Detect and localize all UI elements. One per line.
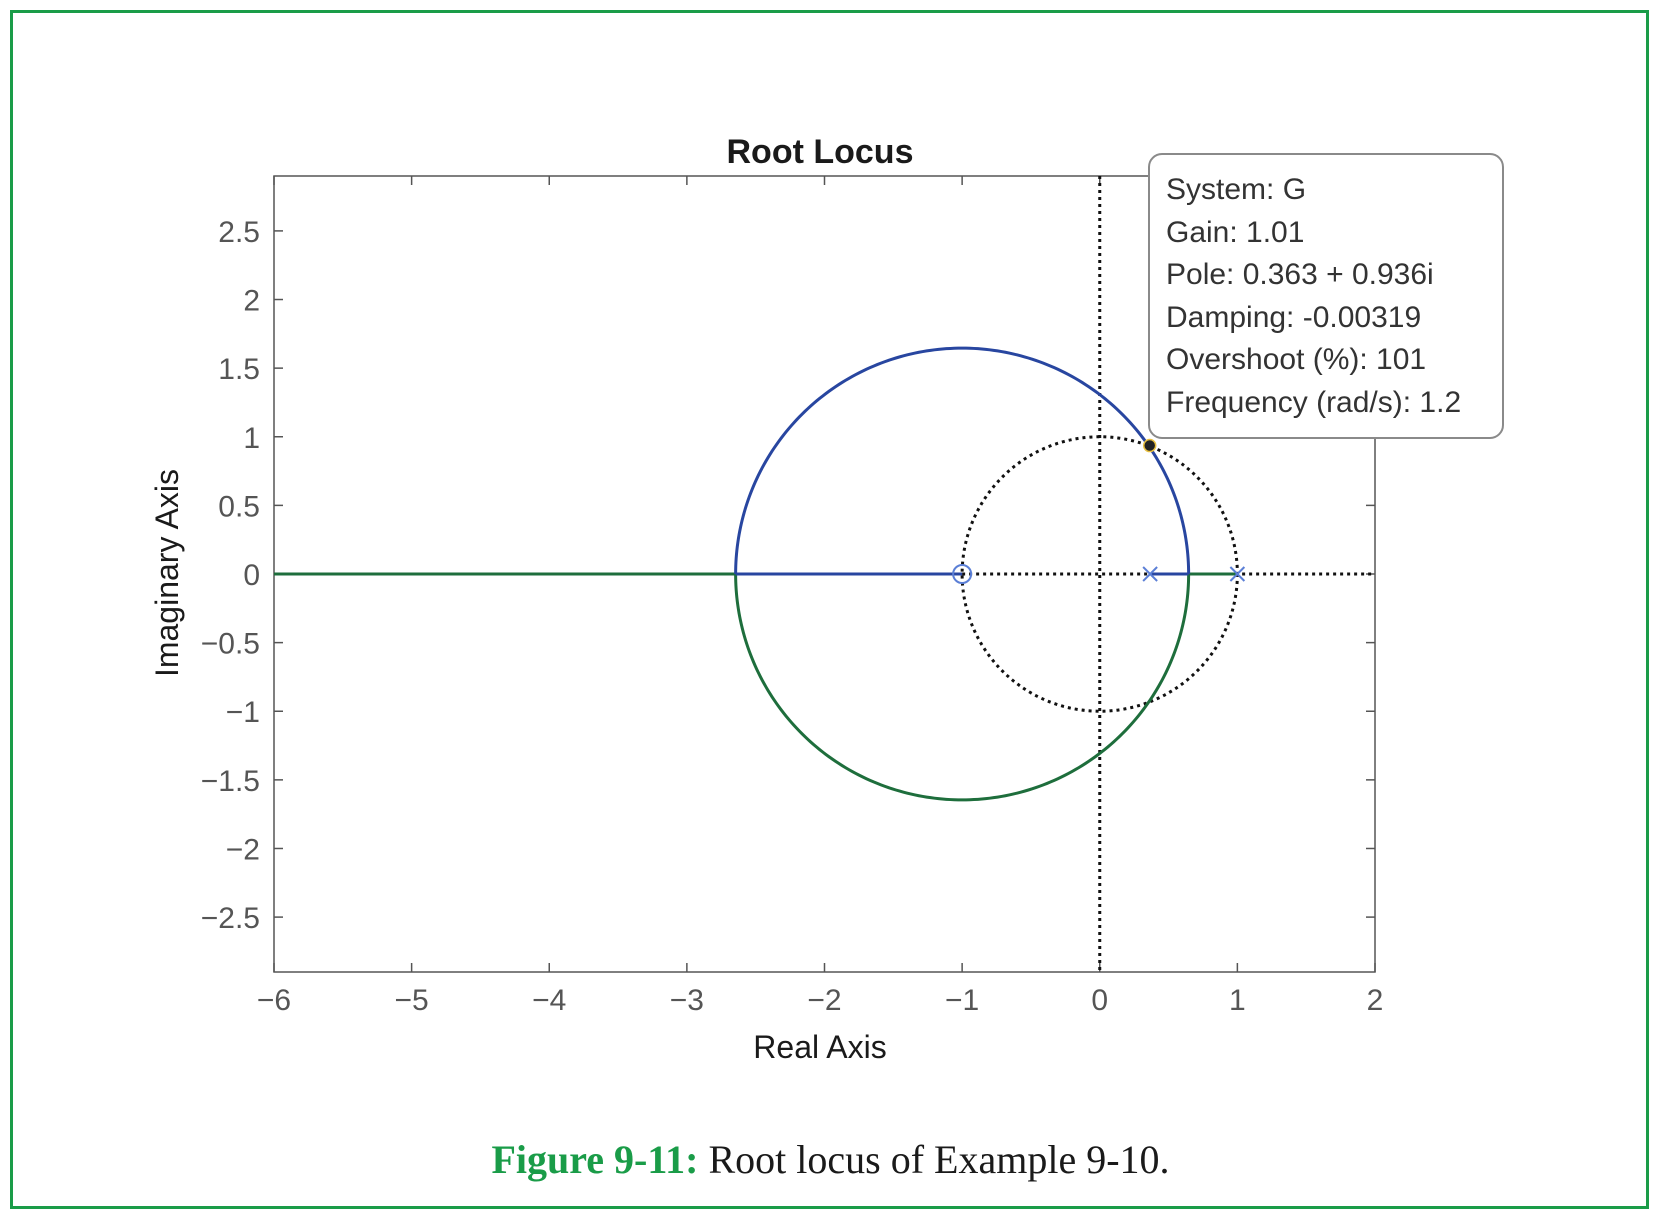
caption-label: Figure 9-11: [491,1137,699,1182]
x-tick-label: −6 [257,984,291,1017]
pole-marker [1229,566,1246,582]
datatip-frequency: Frequency (rad/s): 1.2 [1166,385,1462,419]
x-tick-label: −4 [532,984,566,1017]
x-tick-label: −5 [395,984,429,1017]
y-tick-label: −1 [226,696,260,729]
y-axis-label: Imaginary Axis [149,469,185,677]
x-tick-label: −3 [670,984,704,1017]
chart-title: Root Locus [727,133,914,171]
datatip-gain: Gain: 1.01 [1166,215,1305,249]
figure-caption: Figure 9-11: Root locus of Example 9-10. [0,1136,1661,1183]
y-tick-label: 2 [243,285,260,318]
x-axis-label: Real Axis [753,1029,886,1065]
y-tick-label: −2 [226,833,260,866]
x-tick-label: −1 [945,984,979,1017]
x-tick-label: 2 [1367,984,1384,1017]
datatip-box[interactable]: System: G Gain: 1.01 Pole: 0.363 + 0.936… [1148,153,1504,439]
y-tick-label: 1.5 [218,353,260,386]
locus-branch-lower-arc [734,573,1191,802]
y-tick-label: 0 [243,559,260,592]
x-tick-label: 1 [1229,984,1246,1017]
selected-datatip-point [1142,438,1157,453]
zero-marker [952,564,973,584]
datatip-system: System: G [1166,173,1307,206]
datatip-damping: Damping: -0.00319 [1166,300,1422,334]
y-tick-label: 1 [243,422,260,455]
locus-branch-upper-arc [734,346,1191,575]
datatip-overshoot: Overshoot (%): 101 [1166,343,1427,376]
x-tick-label: −2 [807,984,841,1017]
caption-text: Root locus of Example 9-10. [698,1137,1170,1182]
y-tick-label: 0.5 [218,490,260,523]
y-tick-label: −2.5 [201,902,260,935]
y-tick-label: −0.5 [201,628,260,661]
datatip-pole: Pole: 0.363 + 0.936i [1166,258,1434,291]
y-tick-label: 2.5 [218,216,260,249]
pole-marker [1142,566,1158,582]
y-tick-label: −1.5 [201,765,260,798]
x-tick-label: 0 [1091,984,1108,1017]
